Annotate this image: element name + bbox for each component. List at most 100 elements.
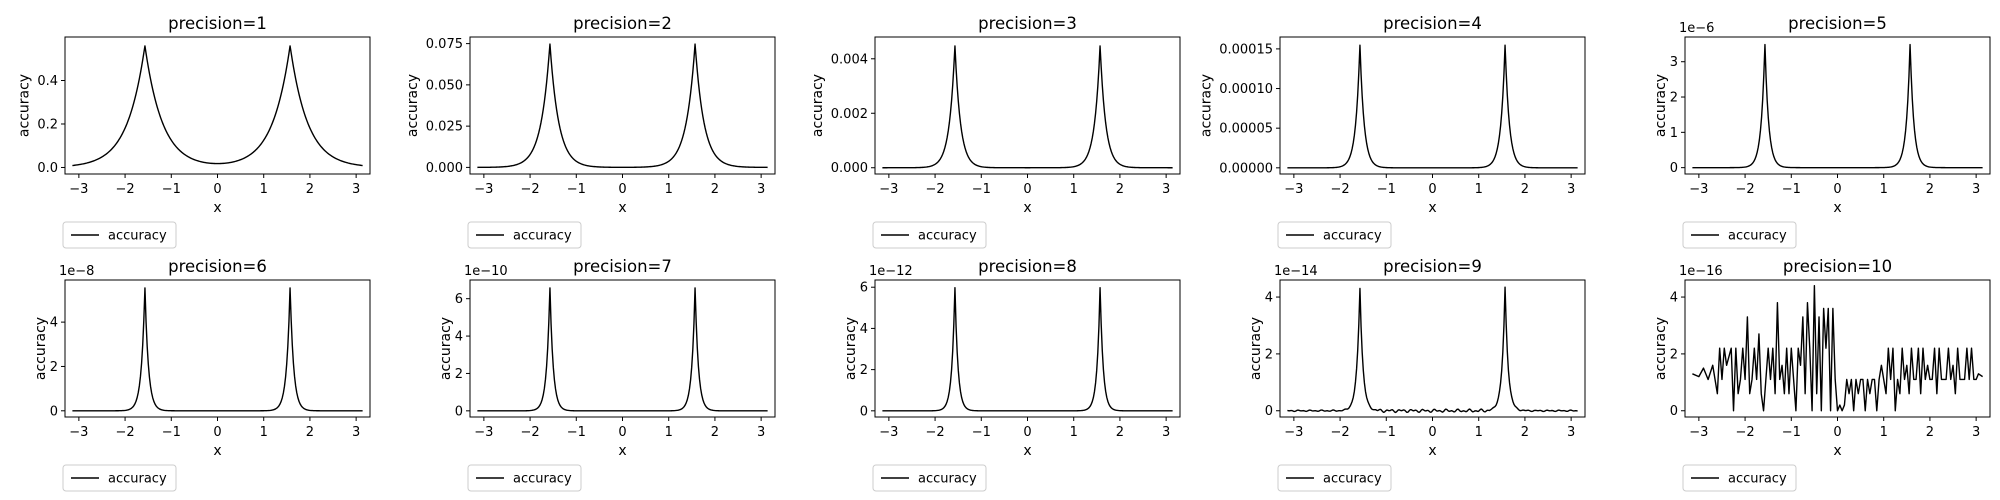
legend: accuracy — [1682, 221, 1797, 249]
x-tick-label: 0 — [213, 182, 221, 197]
series-line-accuracy — [1692, 43, 1983, 169]
subplot-title: precision=4 — [1383, 14, 1482, 33]
y-tick-label: 0.00005 — [1219, 122, 1273, 137]
y-offset-text: 1e−16 — [1679, 264, 1723, 279]
y-tick-label: 0.4 — [37, 74, 58, 89]
x-tick-label: 0 — [1428, 425, 1436, 440]
subplot-2: −3 −2 −1 0 1 2 3 0.000 0.025 0.050 0.075 precision=… — [405, 14, 776, 249]
y-tick-label: 2 — [455, 367, 463, 382]
y-axis-label: accuracy — [1248, 317, 1264, 380]
x-tick-label: 1 — [1880, 182, 1888, 197]
x-tick-label: 3 — [1567, 182, 1575, 197]
x-tick-label: 0 — [1023, 425, 1031, 440]
y-tick-label: 0.00000 — [1219, 161, 1273, 176]
x-tick-label: −2 — [520, 182, 539, 197]
axes-frame — [1279, 279, 1586, 418]
subplot-1: −3 −2 −1 0 1 2 3 0.0 0.2 0.4 precision=1 x accuracy a… — [16, 14, 371, 249]
x-tick-label: 3 — [757, 182, 765, 197]
x-tick-label: 2 — [711, 182, 719, 197]
subplot-title: precision=9 — [1383, 257, 1482, 276]
x-tick-label: −2 — [1735, 182, 1754, 197]
legend: accuracy — [872, 221, 987, 249]
x-tick-label: −3 — [1284, 425, 1303, 440]
x-tick-label: 2 — [1521, 425, 1529, 440]
legend-box — [62, 464, 177, 492]
y-axis-label: accuracy — [16, 74, 32, 137]
legend-label: accuracy — [108, 472, 167, 487]
y-tick-label: 0.0 — [37, 161, 58, 176]
subplot-9: −3 −2 −1 0 1 2 3 0 2 41e−14 precision=9 x accuracy ac… — [1248, 257, 1586, 492]
x-tick-label: −1 — [1782, 182, 1801, 197]
legend-box — [1277, 464, 1392, 492]
legend: accuracy — [1277, 221, 1392, 249]
legend: accuracy — [62, 464, 177, 492]
y-axis-label: accuracy — [1199, 74, 1215, 137]
series-line-accuracy — [477, 287, 768, 412]
x-tick-label: 3 — [1567, 425, 1575, 440]
x-tick-label: 0 — [618, 425, 626, 440]
y-tick-label: 0 — [1265, 404, 1273, 419]
y-tick-label: 0 — [50, 404, 58, 419]
y-tick-label: 4 — [1670, 291, 1678, 306]
x-tick-label: 1 — [260, 182, 268, 197]
x-axis-label: x — [213, 443, 221, 459]
x-tick-label: −1 — [567, 425, 586, 440]
x-tick-label: 1 — [1880, 425, 1888, 440]
axes-frame — [874, 36, 1181, 175]
y-tick-label: 0 — [455, 404, 463, 419]
x-tick-label: 2 — [306, 182, 314, 197]
legend-label: accuracy — [1323, 472, 1382, 487]
x-tick-label: 2 — [1926, 182, 1934, 197]
y-offset-text: 1e−12 — [869, 264, 913, 279]
x-tick-label: 1 — [1475, 425, 1483, 440]
x-axis-label: x — [1023, 443, 1031, 459]
legend-label: accuracy — [1323, 229, 1382, 244]
x-tick-label: 3 — [1162, 182, 1170, 197]
x-tick-label: −2 — [115, 182, 134, 197]
y-tick-label: 0 — [860, 404, 868, 419]
legend-box — [467, 464, 582, 492]
x-tick-label: 3 — [757, 425, 765, 440]
x-tick-label: 1 — [1475, 182, 1483, 197]
subplot-title: precision=1 — [168, 14, 267, 33]
x-tick-label: 0 — [618, 182, 626, 197]
subplot-title: precision=6 — [168, 257, 267, 276]
legend-label: accuracy — [108, 229, 167, 244]
x-tick-label: −3 — [69, 182, 88, 197]
x-tick-label: 3 — [1162, 425, 1170, 440]
x-tick-label: −3 — [69, 425, 88, 440]
legend-label: accuracy — [513, 472, 572, 487]
y-axis-label: accuracy — [33, 317, 49, 380]
x-tick-label: −2 — [1330, 425, 1349, 440]
x-tick-label: 3 — [352, 425, 360, 440]
x-tick-label: −1 — [1377, 182, 1396, 197]
series-line-accuracy — [72, 287, 363, 412]
x-axis-label: x — [1023, 200, 1031, 216]
x-tick-label: −1 — [1782, 425, 1801, 440]
axes-frame — [1684, 36, 1991, 175]
x-tick-label: 0 — [213, 425, 221, 440]
series-line-accuracy — [1287, 44, 1578, 169]
legend: accuracy — [467, 464, 582, 492]
legend-box — [1682, 221, 1797, 249]
y-tick-label: 4 — [455, 330, 463, 345]
x-tick-label: 0 — [1833, 182, 1841, 197]
x-tick-label: −2 — [520, 425, 539, 440]
y-tick-label: 4 — [1265, 291, 1273, 306]
y-tick-label: 2 — [50, 360, 58, 375]
series-line-accuracy — [1692, 284, 1984, 412]
x-tick-label: −3 — [1689, 182, 1708, 197]
x-tick-label: −2 — [115, 425, 134, 440]
y-axis-label: accuracy — [1653, 317, 1669, 380]
legend: accuracy — [872, 464, 987, 492]
x-tick-label: −3 — [879, 425, 898, 440]
y-axis-label: accuracy — [843, 317, 859, 380]
y-tick-label: 2 — [1670, 347, 1678, 362]
y-offset-text: 1e−8 — [59, 264, 94, 279]
x-tick-label: 0 — [1023, 182, 1031, 197]
y-tick-label: 4 — [50, 316, 58, 331]
x-tick-label: −3 — [474, 425, 493, 440]
y-tick-label: 3 — [1670, 55, 1678, 70]
y-tick-label: 1 — [1670, 126, 1678, 141]
axes-frame — [1279, 36, 1586, 175]
